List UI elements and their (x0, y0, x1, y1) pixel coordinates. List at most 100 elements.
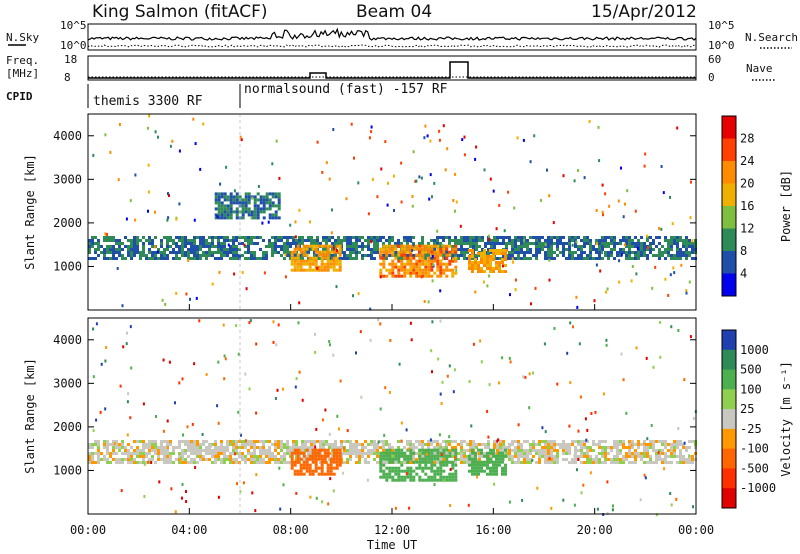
echo-cell (562, 458, 565, 461)
echo-cell (622, 440, 625, 443)
echo-cell (238, 452, 241, 455)
echo-cell (385, 478, 389, 482)
echo-cell (586, 257, 589, 260)
echo-cell (271, 242, 274, 245)
echo-cell (483, 249, 486, 252)
echo-cell (486, 466, 489, 470)
echo-cell (454, 256, 458, 260)
echo-cell (498, 261, 501, 264)
echo-cell (523, 461, 526, 464)
colorbar-swatch (722, 251, 736, 274)
echo-cell (451, 259, 455, 263)
echo-cell (174, 510, 177, 514)
echo-cell (308, 463, 312, 467)
echo-cell (151, 446, 154, 449)
echo-cell (283, 458, 286, 461)
echo-cell (296, 472, 300, 476)
echo-cell (559, 239, 562, 242)
echo-cell (631, 257, 634, 260)
echo-cell (523, 440, 526, 443)
echo-cell (504, 463, 507, 467)
echo-cell (454, 250, 458, 254)
echo-cell (520, 455, 523, 458)
echo-cell (664, 251, 667, 254)
echo-cell (91, 455, 94, 458)
echo-cell (562, 236, 565, 239)
echo-cell (106, 239, 109, 242)
echo-cell (134, 218, 137, 222)
echo-cell (136, 245, 139, 248)
echo-cell (403, 469, 407, 473)
echo-cell (355, 239, 358, 242)
echo-cell (415, 253, 419, 257)
echo-cell (142, 461, 145, 464)
echo-cell (280, 440, 283, 443)
echo-cell (652, 239, 655, 242)
echo-cell (397, 259, 401, 263)
echo-cell (125, 342, 128, 346)
echo-cell (495, 261, 498, 264)
echo-cell (383, 250, 386, 254)
echo-cell (556, 242, 559, 245)
echo-cell (382, 463, 386, 467)
echo-cell (355, 449, 358, 452)
echo-cell (520, 257, 523, 260)
echo-cell (328, 177, 331, 181)
echo-cell (263, 271, 266, 275)
echo-cell (127, 443, 130, 446)
echo-cell (335, 285, 338, 289)
echo-cell (528, 406, 531, 410)
echo-cell (400, 463, 404, 467)
echo-cell (495, 472, 498, 476)
echo-cell (556, 449, 559, 452)
echo-cell (190, 242, 193, 245)
echo-cell (508, 242, 511, 245)
echo-cell (193, 236, 196, 239)
colorbar-tick-label: 500 (740, 363, 762, 377)
echo-cell (548, 194, 551, 198)
echo-cell (607, 236, 610, 239)
echo-cell (296, 247, 300, 251)
echo-cell (310, 248, 313, 251)
echo-cell (661, 449, 664, 452)
echo-cell (232, 236, 235, 239)
echo-cell (403, 265, 407, 269)
echo-cell (676, 254, 679, 257)
echo-cell (486, 258, 489, 261)
echo-cell (328, 432, 331, 436)
echo-cell (590, 412, 593, 415)
echo-cell (391, 449, 394, 452)
echo-cell (244, 251, 247, 254)
echo-cell (480, 258, 483, 261)
echo-cell (403, 253, 407, 257)
echo-cell (352, 443, 355, 446)
echo-cell (163, 455, 166, 458)
echo-cell (136, 236, 139, 239)
echo-cell (660, 165, 663, 168)
echo-cell (391, 268, 395, 272)
echo-cell (445, 457, 449, 461)
echo-cell (486, 463, 489, 467)
echo-cell (160, 254, 163, 257)
echo-cell (326, 469, 330, 473)
echo-cell (290, 268, 294, 272)
echo-cell (436, 448, 440, 452)
echo-cell (637, 239, 640, 242)
echo-cell (568, 443, 571, 446)
echo-cell (280, 245, 283, 248)
echo-cell (550, 242, 553, 245)
echo-cell (385, 448, 389, 452)
echo-cell (550, 254, 553, 257)
echo-cell (616, 251, 619, 254)
echo-cell (691, 251, 694, 254)
echo-cell (181, 483, 184, 486)
echo-cell (295, 491, 298, 495)
echo-cell (335, 262, 339, 266)
echo-cell (235, 207, 239, 211)
echo-cell (142, 452, 145, 455)
echo-cell (418, 271, 422, 275)
echo-cell (523, 257, 526, 260)
y-tick-label: 1000 (53, 259, 82, 273)
echo-cell (667, 461, 670, 464)
echo-cell (433, 452, 436, 455)
